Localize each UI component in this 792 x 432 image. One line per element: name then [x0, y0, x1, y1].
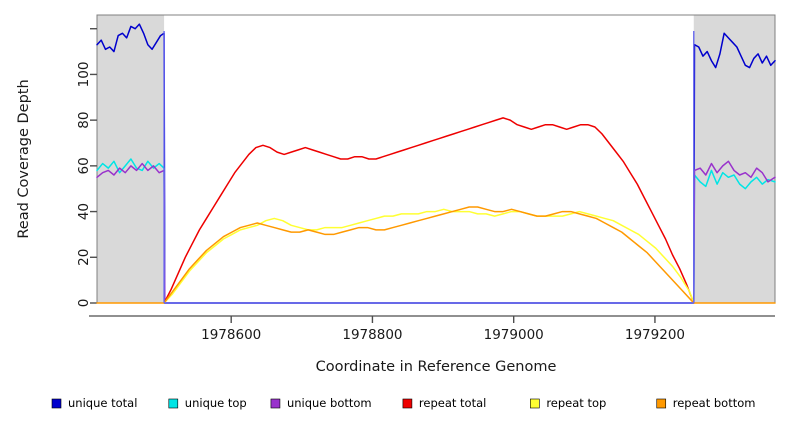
legend-label-unique-bottom: unique bottom	[287, 396, 372, 410]
series-repeat-bottom	[96, 206, 776, 304]
legend-label-repeat-top: repeat top	[546, 396, 606, 410]
x-axis-title: Coordinate in Reference Genome	[316, 359, 557, 375]
y-tick-label-60: 60	[76, 157, 92, 174]
region-boundary-lines	[163, 31, 695, 304]
legend-swatch-repeat-top	[530, 398, 540, 409]
legend-item-unique-bottom[interactable]: unique bottom	[270, 396, 372, 410]
shaded-region-right-flank	[693, 15, 775, 303]
y-axis: 0 20 40 60 80 100	[76, 28, 97, 308]
legend-label-repeat-total: repeat total	[419, 396, 486, 410]
legend-swatch-unique-top	[168, 398, 179, 409]
legend-label-unique-total: unique total	[68, 396, 137, 410]
x-tick-label-1979000: 1979000	[484, 327, 544, 343]
x-tick-label-1978600: 1978600	[201, 327, 261, 343]
y-tick-label-80: 80	[76, 112, 92, 129]
chart-legend: unique total unique top unique bottom repea…	[51, 396, 756, 410]
legend-item-unique-top[interactable]: unique top	[168, 396, 247, 410]
legend-item-repeat-total[interactable]: repeat total	[402, 396, 486, 410]
legend-swatch-unique-total	[51, 398, 62, 409]
legend-item-repeat-bottom[interactable]: repeat bottom	[656, 396, 756, 410]
legend-label-repeat-bottom: repeat bottom	[673, 396, 756, 410]
legend-item-unique-total[interactable]: unique total	[51, 396, 137, 410]
y-tick-label-100: 100	[76, 62, 92, 88]
legend-label-unique-top: unique top	[185, 396, 247, 410]
legend-swatch-unique-bottom	[270, 398, 281, 409]
legend-swatch-repeat-total	[402, 398, 413, 409]
legend-swatch-repeat-bottom	[656, 398, 667, 409]
x-tick-label-1978800: 1978800	[342, 327, 402, 343]
series-unique-total	[96, 23, 776, 304]
y-axis-title: Read Coverage Depth	[16, 79, 32, 238]
x-axis: 1978600 1978800 1979000 1979200	[89, 315, 775, 343]
x-tick-label-1979200: 1979200	[625, 327, 685, 343]
series-repeat-total	[163, 117, 695, 304]
y-tick-label-0: 0	[76, 299, 92, 308]
y-tick-label-20: 20	[76, 249, 92, 266]
legend-item-repeat-top[interactable]: repeat top	[530, 396, 606, 410]
series-repeat-top	[163, 208, 695, 304]
y-tick-label-40: 40	[76, 203, 92, 220]
